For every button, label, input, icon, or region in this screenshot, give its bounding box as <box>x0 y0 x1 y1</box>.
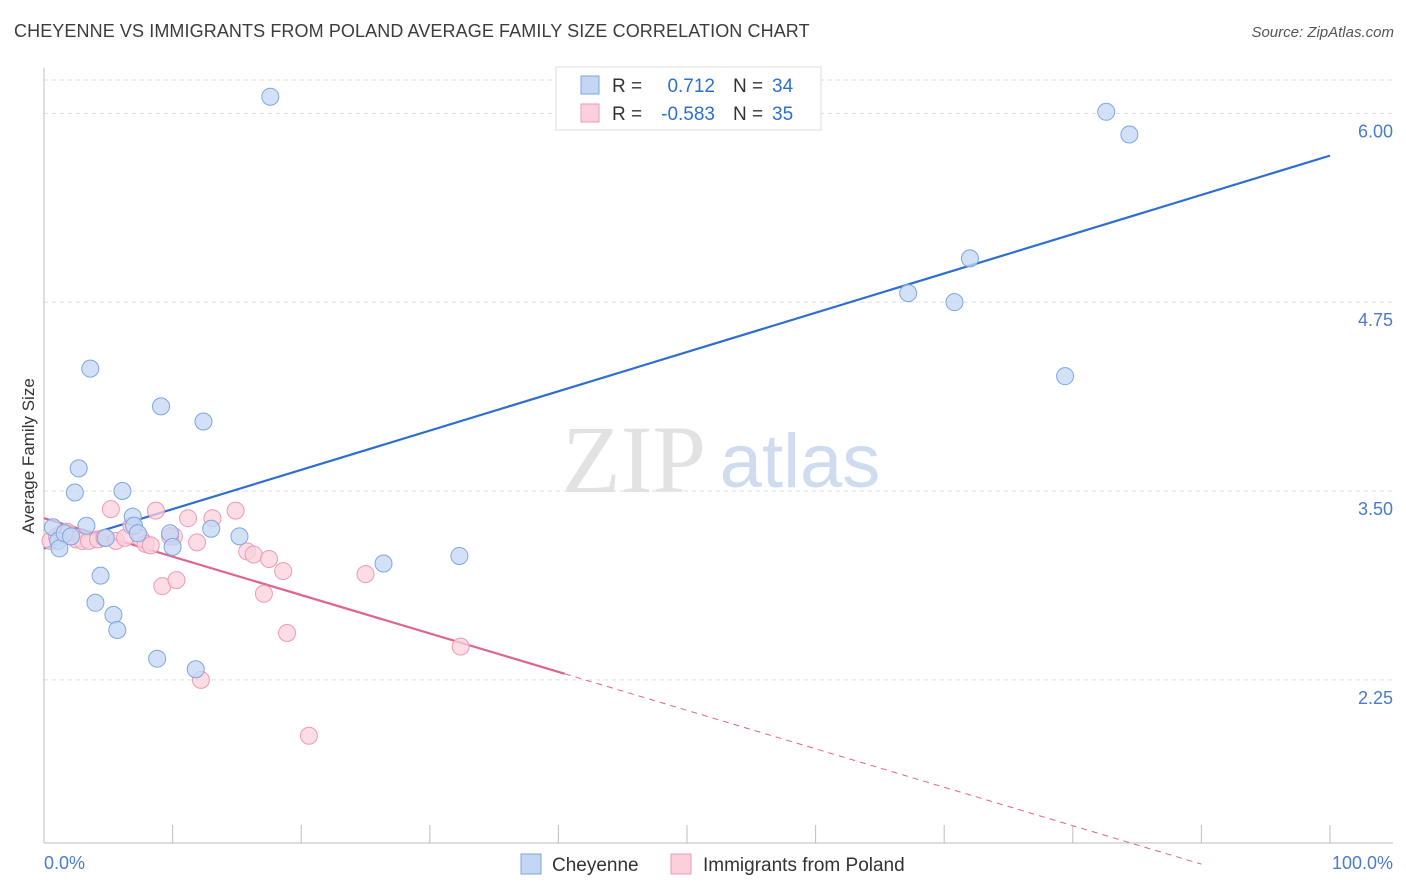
data-points <box>41 87 1139 745</box>
watermark-atlas: atlas <box>720 419 881 504</box>
point-poland <box>146 501 165 520</box>
point-cheyenne <box>81 359 100 378</box>
y-axis-title: Average Family Size <box>19 378 38 534</box>
point-poland <box>244 545 263 564</box>
y-tick-label: 4.75 <box>1358 310 1393 330</box>
point-cheyenne <box>374 554 393 573</box>
point-cheyenne <box>62 527 81 546</box>
bottom-legend-swatch-poland <box>670 853 692 875</box>
y-tick-labels: 2.25 3.50 4.75 6.00 <box>1358 121 1393 708</box>
point-cheyenne <box>261 87 280 106</box>
y-tick-label: 2.25 <box>1358 688 1393 708</box>
point-cheyenne <box>960 249 979 268</box>
legend-r-label-2: R = <box>612 104 642 125</box>
trendline-poland-extension <box>564 673 1202 865</box>
point-cheyenne <box>899 284 918 303</box>
point-cheyenne <box>113 482 132 501</box>
point-poland <box>260 549 279 568</box>
point-cheyenne <box>104 605 123 624</box>
legend-r-label-1: R = <box>612 76 642 97</box>
legend-swatch-poland <box>580 103 600 123</box>
point-poland <box>356 565 375 584</box>
point-cheyenne <box>230 527 249 546</box>
bottom-legend-label-cheyenne: Cheyenne <box>552 855 639 876</box>
point-poland <box>299 726 318 745</box>
point-cheyenne <box>186 660 205 679</box>
x-tick-label-min: 0.0% <box>44 853 85 873</box>
correlation-legend: R = 0.712 N = 34 R = -0.583 N = 35 <box>555 66 822 131</box>
point-cheyenne <box>69 459 88 478</box>
legend-box <box>555 66 822 131</box>
axes <box>43 68 1393 844</box>
legend-swatch-cheyenne <box>580 75 600 95</box>
point-poland <box>167 571 186 590</box>
legend-n-value-1: 34 <box>772 76 794 97</box>
point-cheyenne <box>450 546 469 565</box>
grid-lines <box>44 79 1393 681</box>
point-cheyenne <box>945 293 964 312</box>
point-poland <box>254 584 273 603</box>
bottom-legend-label-poland: Immigrants from Poland <box>703 855 905 876</box>
point-poland <box>101 500 120 519</box>
point-poland <box>141 536 160 555</box>
bottom-legend-swatch-cheyenne <box>520 853 542 875</box>
legend-r-value-1: 0.712 <box>667 76 715 97</box>
source-note: Source: ZipAtlas.com <box>1251 24 1394 41</box>
point-cheyenne <box>152 397 171 416</box>
point-poland <box>274 562 293 581</box>
x-tick-label-max: 100.0% <box>1332 853 1393 873</box>
series-legend: Cheyenne Immigrants from Poland <box>520 853 905 876</box>
point-cheyenne <box>96 528 115 547</box>
point-poland <box>451 637 470 656</box>
trendline-cheyenne <box>43 154 1331 550</box>
watermark-zip: ZIP <box>562 406 706 513</box>
point-cheyenne <box>1097 102 1116 121</box>
point-poland <box>188 533 207 552</box>
point-poland <box>179 509 198 528</box>
point-cheyenne <box>86 593 105 612</box>
legend-n-label-1: N = <box>733 76 763 97</box>
point-cheyenne <box>202 519 221 538</box>
point-poland <box>226 501 245 520</box>
legend-r-value-2: -0.583 <box>661 104 715 125</box>
point-cheyenne <box>1056 367 1075 386</box>
point-cheyenne <box>108 620 127 639</box>
y-tick-label: 6.00 <box>1358 121 1393 141</box>
point-cheyenne <box>194 412 213 431</box>
point-cheyenne <box>128 524 147 543</box>
point-cheyenne <box>1120 125 1139 144</box>
point-cheyenne <box>91 566 110 585</box>
y-tick-label: 3.50 <box>1358 499 1393 519</box>
legend-n-value-2: 35 <box>772 104 793 125</box>
chart-title: CHEYENNE VS IMMIGRANTS FROM POLAND AVERA… <box>14 21 810 41</box>
point-cheyenne <box>65 483 84 502</box>
point-cheyenne <box>77 516 96 535</box>
point-cheyenne <box>163 537 182 556</box>
point-cheyenne <box>148 649 167 668</box>
point-poland <box>278 624 297 643</box>
watermark: ZIP atlas <box>562 406 880 513</box>
legend-n-label-2: N = <box>733 104 763 125</box>
